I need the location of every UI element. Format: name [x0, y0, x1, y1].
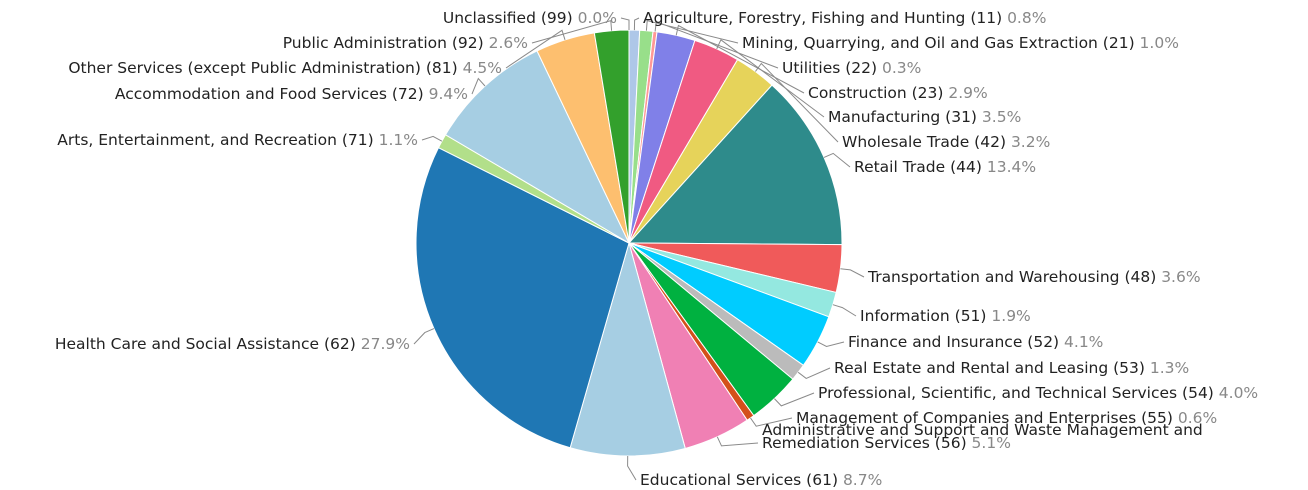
label-professional-scientific-and-technical-services: Professional, Scientific, and Technical … — [818, 384, 1258, 402]
percent-educational-services: 8.7% — [843, 471, 882, 489]
label-transportation-and-warehousing: Transportation and Warehousing (48) 3.6% — [867, 268, 1201, 286]
percent-utilities: 0.3% — [882, 59, 921, 77]
percent-construction: 2.9% — [948, 84, 987, 102]
percent-administrative-and-support-and-waste-management-and-remediation-services: 5.1% — [972, 434, 1011, 452]
leader-management-of-companies-and-enterprises — [750, 417, 793, 427]
leader-administrative-and-support-and-waste-management-and-remediation-services — [716, 436, 759, 447]
percent-agriculture-forestry-fishing-and-hunting: 0.8% — [1007, 9, 1046, 27]
leader-accommodation-and-food-services — [471, 77, 486, 95]
percent-information: 1.9% — [991, 307, 1030, 325]
percent-professional-scientific-and-technical-services: 4.0% — [1219, 384, 1258, 402]
leader-arts-entertainment-and-recreation — [421, 135, 443, 142]
slice-accommodation-and-food-services[interactable] — [444, 50, 631, 245]
label-arts-entertainment-and-recreation: Arts, Entertainment, and Recreation (71)… — [57, 131, 418, 149]
label-retail-trade: Retail Trade (44) 13.4% — [854, 158, 1036, 176]
percent-other-services: 4.5% — [463, 59, 502, 77]
percent-wholesale-trade: 3.2% — [1011, 133, 1050, 151]
percent-transportation-and-warehousing: 3.6% — [1161, 268, 1200, 286]
label-health-care-and-social-assistance: Health Care and Social Assistance (62) 2… — [55, 335, 410, 353]
label-utilities: Utilities (22) 0.3% — [782, 59, 921, 77]
label-educational-services: Educational Services (61) 8.7% — [640, 471, 882, 489]
label-other-services: Other Services (except Public Administra… — [68, 59, 502, 77]
slice-labels: Agriculture, Forestry, Fishing and Hunti… — [55, 9, 1258, 489]
leader-unclassified — [620, 17, 630, 30]
percent-mining-quarrying-and-oil-and-gas-extraction: 1.0% — [1140, 34, 1179, 52]
leader-retail-trade — [823, 152, 851, 168]
leader-information — [832, 304, 857, 317]
slice-health-care-and-social-assistance[interactable] — [415, 147, 630, 449]
percent-arts-entertainment-and-recreation: 1.1% — [379, 131, 418, 149]
leader-wholesale-trade — [754, 62, 839, 143]
leader-agriculture-forestry-fishing-and-hunting — [633, 17, 640, 31]
leader-transportation-and-warehousing — [840, 268, 865, 278]
slice-retail-trade[interactable] — [627, 84, 843, 246]
label-public-administration: Public Administration (92) 2.6% — [283, 34, 528, 52]
label-accommodation-and-food-services: Accommodation and Food Services (72) 9.4… — [115, 85, 468, 103]
leader-mining-quarrying-and-oil-and-gas-extraction — [645, 20, 739, 44]
percent-accommodation-and-food-services: 9.4% — [429, 85, 468, 103]
label-finance-and-insurance: Finance and Insurance (52) 4.1% — [848, 333, 1103, 351]
label-management-of-companies-and-enterprises: Management of Companies and Enterprises … — [796, 409, 1217, 427]
leader-lines — [413, 17, 865, 481]
label-administrative-and-support-and-waste-management-and-remediation-services: Administrative and Support and Waste Man… — [762, 421, 1203, 452]
label-wholesale-trade: Wholesale Trade (42) 3.2% — [842, 133, 1050, 151]
slice-educational-services[interactable] — [569, 241, 686, 457]
percent-public-administration: 2.6% — [489, 34, 528, 52]
label-manufacturing: Manufacturing (31) 3.5% — [828, 108, 1021, 126]
leader-professional-scientific-and-technical-services — [774, 392, 815, 407]
pie-slices — [415, 29, 843, 457]
percent-finance-and-insurance: 4.1% — [1064, 333, 1103, 351]
label-mining-quarrying-and-oil-and-gas-extraction: Mining, Quarrying, and Oil and Gas Extra… — [742, 34, 1179, 52]
label-unclassified: Unclassified (99) 0.0% — [443, 9, 617, 27]
percent-manufacturing: 3.5% — [982, 108, 1021, 126]
leader-real-estate-and-rental-and-leasing — [797, 367, 831, 379]
percent-unclassified: 0.0% — [578, 9, 617, 27]
percent-health-care-and-social-assistance: 27.9% — [361, 335, 410, 353]
label-information: Information (51) 1.9% — [860, 307, 1031, 325]
leader-health-care-and-social-assistance — [413, 328, 435, 345]
percent-management-of-companies-and-enterprises: 0.6% — [1178, 409, 1217, 427]
label-agriculture-forestry-fishing-and-hunting: Agriculture, Forestry, Fishing and Hunti… — [643, 9, 1046, 27]
percent-real-estate-and-rental-and-leasing: 1.3% — [1150, 359, 1189, 377]
label-construction: Construction (23) 2.9% — [808, 84, 988, 102]
leader-public-administration — [531, 20, 613, 44]
percent-retail-trade: 13.4% — [987, 158, 1036, 176]
leader-other-services — [505, 29, 566, 69]
leader-manufacturing — [716, 39, 825, 118]
leader-finance-and-insurance — [817, 341, 845, 348]
label-real-estate-and-rental-and-leasing: Real Estate and Rental and Leasing (53) … — [834, 359, 1189, 377]
leader-educational-services — [627, 455, 637, 481]
